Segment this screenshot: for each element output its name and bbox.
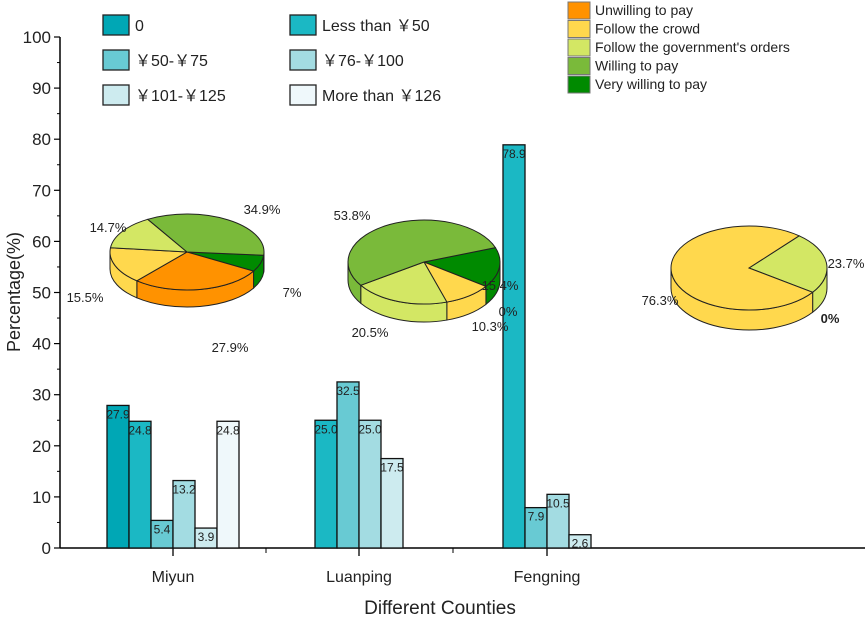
- legend-swatch: [102, 14, 130, 36]
- bar-label: 10.5: [546, 496, 570, 510]
- legend-swatch: [289, 49, 317, 71]
- pie-label: 0%: [821, 311, 840, 326]
- y-tick-label: 90: [32, 79, 51, 98]
- pie-label: 76.3%: [642, 293, 679, 308]
- legend-label: ￥50-￥75: [135, 53, 208, 70]
- bar-fengning-1: [502, 144, 526, 549]
- bar-label: 25.0: [358, 422, 382, 436]
- bar-label: 3.9: [198, 530, 215, 544]
- pie-legend-swatch: [567, 75, 591, 94]
- pie-label: 15.5%: [67, 290, 104, 305]
- legend-label: ￥101-￥125: [135, 88, 226, 105]
- pie-legend-label: Willing to pay: [595, 58, 678, 74]
- bar-luanping-1: [314, 419, 338, 549]
- pie-legend-label: Very willing to pay: [595, 76, 707, 92]
- bar-label: 24.8: [128, 423, 152, 437]
- y-tick-label: 0: [42, 539, 51, 558]
- x-axis-title: Different Counties: [364, 598, 516, 619]
- bar-luanping-3: [358, 419, 382, 549]
- legend-swatch: [289, 84, 317, 106]
- pie-label: 10.3%: [472, 319, 509, 334]
- pie-slice-follow-the-government-s-orders: [109, 218, 189, 253]
- pie-fengning: 23.7% 76.3% 0%: [642, 225, 865, 331]
- y-tick-label: 20: [32, 437, 51, 456]
- pie-legend-swatch: [567, 1, 591, 20]
- bar-label: 13.2: [172, 483, 196, 497]
- legend-label: More than ￥126: [322, 88, 441, 105]
- pie-legend-label: Follow the crowd: [595, 21, 700, 37]
- bar-label: 27.9: [106, 407, 130, 421]
- pie-legend-label: Unwilling to pay: [595, 2, 693, 18]
- y-tick-label: 100: [23, 28, 51, 47]
- bar-luanping-4: [380, 457, 404, 549]
- bar-miyun-3: [172, 479, 196, 549]
- y-tick-label: 10: [32, 488, 51, 507]
- pie-slice-follow-the-crowd: [670, 225, 814, 311]
- pie-slice-very-willing-to-pay: [422, 247, 501, 287]
- y-tick-label: 80: [32, 130, 51, 149]
- bar-fengning-4: [568, 534, 592, 549]
- x-tick-label-miyun: Miyun: [152, 569, 195, 586]
- bar-label: 24.8: [216, 423, 240, 437]
- legend-label: Less than ￥50: [322, 18, 430, 35]
- bar-label: 2.6: [572, 537, 589, 551]
- pie-label: 20.5%: [352, 325, 389, 340]
- legend-label: ￥76-￥100: [322, 53, 404, 70]
- pie-label: 14.7%: [90, 220, 127, 235]
- bar-luanping-2: [336, 381, 360, 549]
- y-tick-label: 50: [32, 284, 51, 303]
- bar-miyun-0: [106, 404, 130, 549]
- pie-label: 27.9%: [212, 340, 249, 355]
- pie-label: 7%: [283, 285, 302, 300]
- pie-slice-follow-the-crowd: [109, 247, 189, 282]
- y-tick-label: 30: [32, 386, 51, 405]
- legend-swatch: [102, 49, 130, 71]
- pie-label: 23.7%: [828, 256, 865, 271]
- pie-legend-swatch: [567, 38, 591, 57]
- pie-label: 15.4%: [482, 278, 519, 293]
- pie-label: 34.9%: [244, 202, 281, 217]
- y-axis-title: Percentage(%): [4, 232, 24, 352]
- pie-label: 53.8%: [334, 208, 371, 223]
- bar-label: 17.5: [380, 461, 404, 475]
- bar-label: 7.9: [528, 510, 545, 524]
- legend-label: 0: [135, 18, 144, 35]
- y-tick-label: 70: [32, 181, 51, 200]
- pie-slice-willing-to-pay: [146, 213, 265, 256]
- pie-legend-label: Follow the government's orders: [595, 39, 790, 55]
- bar-label: 32.5: [336, 384, 360, 398]
- bar-fengning-3: [546, 493, 570, 549]
- pie-slice-follow-the-government-s-orders: [747, 235, 828, 293]
- bar-miyun-1: [128, 420, 152, 549]
- y-tick-label: 40: [32, 335, 51, 354]
- legend-swatch: [289, 14, 317, 36]
- bar-label: 78.9: [502, 147, 526, 161]
- pie-label: 0%: [499, 304, 518, 319]
- bar-label: 5.4: [154, 522, 171, 536]
- pie-slice-willing-to-pay: [347, 219, 497, 286]
- legend-swatch: [102, 84, 130, 106]
- x-tick-label-luanping: Luanping: [326, 569, 392, 586]
- pie-slice-unwilling-to-pay: [135, 251, 255, 291]
- pie-miyun: 7% 27.9% 15.5% 14.7% 34.9%: [67, 202, 302, 355]
- bar-label: 25.0: [314, 422, 338, 436]
- pie-legend-swatch: [567, 57, 591, 75]
- pie-luanping: 15.4% 0%10.3% 20.5% 53.8%: [334, 208, 519, 340]
- pie-slice-follow-the-government-s-orders: [359, 261, 448, 305]
- y-tick-label: 60: [32, 232, 51, 251]
- x-tick-label-fengning: Fengning: [514, 569, 581, 586]
- bar-miyun-5: [216, 420, 240, 549]
- pie-legend-swatch: [567, 20, 591, 38]
